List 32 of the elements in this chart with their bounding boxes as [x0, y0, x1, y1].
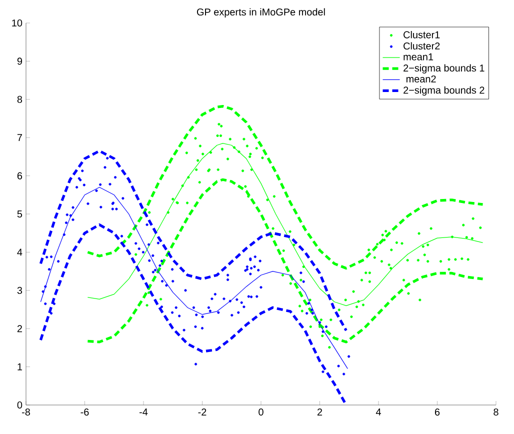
legend-label: Cluster1	[404, 31, 440, 38]
x-tick-label: 0	[258, 408, 264, 416]
y-tick-label: 0	[17, 401, 22, 409]
x-tick-label: 4	[376, 408, 381, 416]
legend-label: mean2	[406, 75, 436, 82]
line-series	[39, 150, 348, 332]
line-series	[39, 223, 348, 405]
y-tick-label: 6	[17, 172, 22, 180]
line-series	[86, 178, 484, 344]
y-tick-label: 4	[17, 248, 22, 256]
legend-label: mean1	[404, 53, 434, 60]
y-tick-label: 9	[17, 58, 22, 65]
x-tick-label: -6	[80, 408, 89, 416]
x-tick-label: 6	[434, 408, 440, 416]
x-tick-label: 8	[494, 408, 498, 416]
y-tick-label: 1	[18, 363, 22, 370]
x-tick-label: 2	[317, 408, 322, 416]
y-tick-label: 10	[12, 19, 22, 27]
legend-label: 2−sigma bounds 2	[404, 86, 484, 96]
y-tick-label: 2	[17, 325, 22, 332]
y-tick-label: 7	[17, 134, 22, 142]
y-tick-label: 5	[17, 210, 22, 218]
x-tick-label: -2	[198, 408, 206, 416]
x-tick-label: -8	[22, 408, 30, 416]
y-tick-label: 8	[17, 96, 22, 103]
chart-title: GP experts in iMoGPe model	[196, 8, 325, 18]
line-series	[87, 143, 484, 306]
line-series	[40, 186, 348, 370]
x-tick-label: -4	[140, 408, 148, 416]
y-tick-label: 3	[17, 286, 22, 294]
legend-label: 2−sigma bounds 1	[404, 64, 484, 74]
legend-label: Cluster2	[404, 42, 440, 50]
